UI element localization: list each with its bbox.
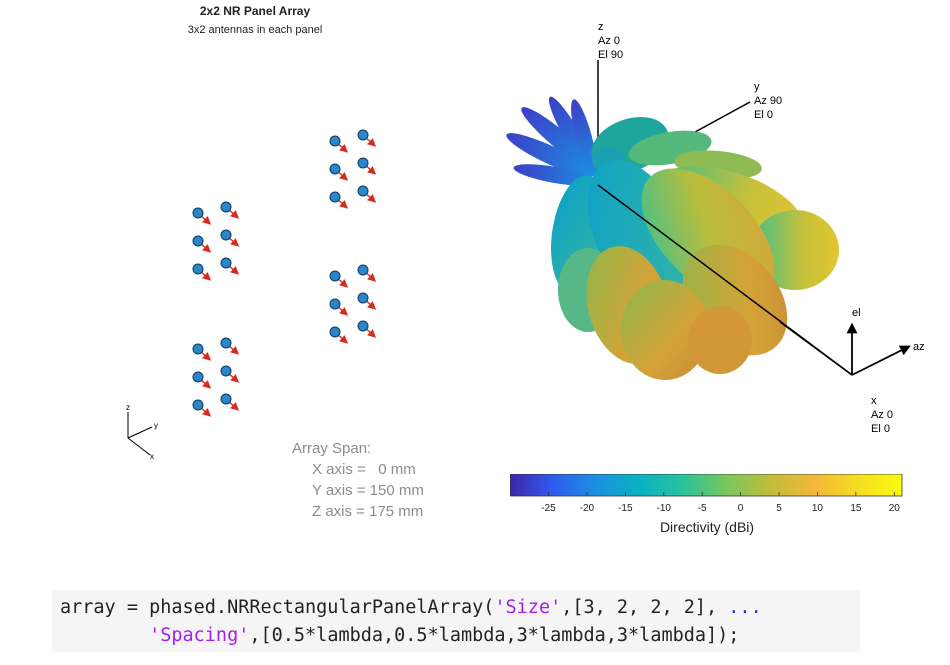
antenna-element — [220, 337, 232, 349]
antenna-element — [357, 129, 369, 141]
figure-subtitle: 3x2 antennas in each panel — [187, 24, 323, 36]
antenna-element — [220, 229, 232, 241]
svg-text:Az 90: Az 90 — [754, 95, 782, 107]
antenna-element — [357, 320, 369, 332]
back-lobes — [506, 96, 762, 186]
colorbar-tick-label: 5 — [776, 503, 782, 514]
triad-y-label: y — [154, 421, 158, 430]
array-span-y: Y axis = 150 mm — [312, 482, 424, 499]
triad-x-label: x — [150, 452, 154, 461]
svg-text:El 0: El 0 — [871, 423, 890, 435]
figure-title: 2x2 NR Panel Array — [199, 4, 311, 18]
antenna-element — [192, 343, 204, 355]
colorbar-tick-label: -15 — [618, 503, 633, 514]
directivity-pattern-3d: el az z Az 0 El 90 y Az 90 El 0 x Az 0 E… — [506, 21, 925, 435]
antenna-element — [329, 326, 341, 338]
el-label: el — [852, 307, 861, 319]
svg-text:Az 0: Az 0 — [598, 35, 620, 47]
svg-text:El 90: El 90 — [598, 49, 623, 61]
array-span-z: Z axis = 175 mm — [312, 503, 424, 520]
az-label: az — [913, 341, 925, 353]
colorbar-tick-label: -20 — [579, 503, 595, 514]
x-axis-label: x Az 0 El 0 — [871, 395, 893, 435]
svg-text:El 0: El 0 — [754, 109, 773, 121]
antenna-element — [329, 270, 341, 282]
antenna-element — [329, 298, 341, 310]
y-axis-label: y Az 90 El 0 — [754, 81, 782, 121]
colorbar-tick-label: 20 — [888, 503, 900, 514]
svg-text:y: y — [754, 81, 760, 93]
antenna-element — [192, 399, 204, 411]
antenna-element — [357, 185, 369, 197]
antenna-element — [220, 201, 232, 213]
array-span-x: X axis = 0 mm — [312, 461, 416, 478]
antenna-element — [220, 365, 232, 377]
z-axis-label: z Az 0 El 90 — [598, 21, 623, 61]
antenna-element — [357, 157, 369, 169]
antenna-element — [329, 163, 341, 175]
colorbar-tick-label: 15 — [850, 503, 862, 514]
antenna-element — [329, 135, 341, 147]
colorbar-tick-label: -25 — [541, 503, 556, 514]
antenna-element — [192, 207, 204, 219]
colorbar-label: Directivity (dBi) — [659, 519, 755, 535]
antenna-element — [220, 393, 232, 405]
antenna-element — [192, 263, 204, 275]
colorbar-tick-label: -5 — [697, 503, 707, 514]
colorbar-tick-label: 0 — [737, 503, 744, 514]
antenna-element — [192, 235, 204, 247]
colorbar-tick-label: -10 — [656, 503, 671, 514]
svg-text:z: z — [598, 21, 604, 33]
colorbar-tick-label: 10 — [811, 503, 823, 514]
array-span-heading: Array Span: — [292, 440, 372, 457]
code-snippet: array = phased.NRRectangularPanelArray('… — [52, 590, 860, 652]
axis-triad: z y x — [126, 403, 158, 461]
svg-text:Az 0: Az 0 — [871, 409, 893, 421]
svg-text:x: x — [871, 395, 877, 407]
antenna-element — [192, 371, 204, 383]
antenna-element — [220, 257, 232, 269]
antenna-element — [357, 292, 369, 304]
array-span-block: Array Span: X axis = 0 mm Y axis = 150 m… — [292, 438, 424, 522]
antenna-element — [329, 191, 341, 203]
colorbar — [510, 474, 903, 497]
colorbar-tick-labels: -25 -20 -15 -10 -5 0 5 10 15 20 — [510, 503, 904, 517]
antenna-elements — [192, 129, 377, 417]
triad-z-label: z — [126, 403, 130, 412]
main-lobes — [551, 160, 839, 380]
array-geometry-plot: z y x — [126, 129, 377, 461]
antenna-element — [357, 264, 369, 276]
